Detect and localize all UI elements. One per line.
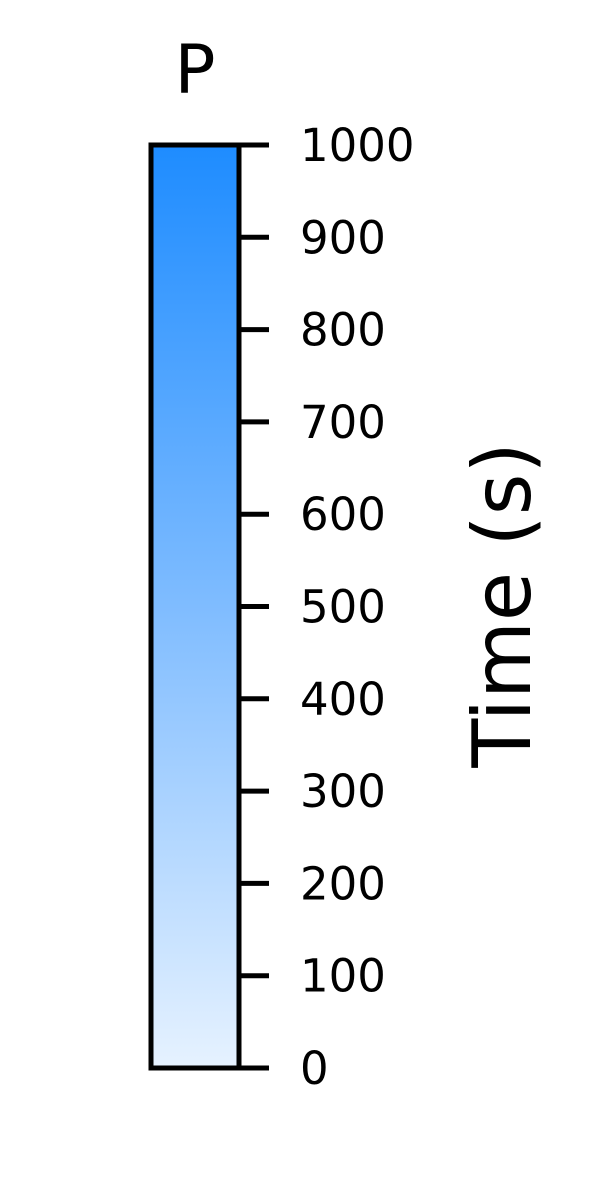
colorbar-tick-label: 400 bbox=[300, 673, 386, 726]
colorbar-tick-label: 900 bbox=[300, 211, 386, 264]
colorbar-tick-label: 600 bbox=[300, 488, 386, 541]
colorbar-ticks: 0 100 200 300 400 500 600 700 800 900 1000 bbox=[239, 119, 415, 1095]
colorbar-tick-label: 300 bbox=[300, 765, 386, 818]
colorbar-tick-label: 700 bbox=[300, 396, 386, 449]
colorbar-tick-label: 200 bbox=[300, 857, 386, 910]
colorbar-tick-label: 100 bbox=[300, 950, 386, 1003]
colorbar-tick-label: 500 bbox=[300, 581, 386, 634]
colorbar-tick-label: 800 bbox=[300, 304, 386, 357]
colorbar-gradient bbox=[148, 142, 242, 1071]
colorbar-title: P bbox=[174, 31, 215, 110]
colorbar-tick-label: 0 bbox=[300, 1042, 329, 1095]
colorbar-tick-label: 1000 bbox=[300, 119, 415, 172]
colorbar-axis-label: Time (s) bbox=[456, 442, 549, 768]
